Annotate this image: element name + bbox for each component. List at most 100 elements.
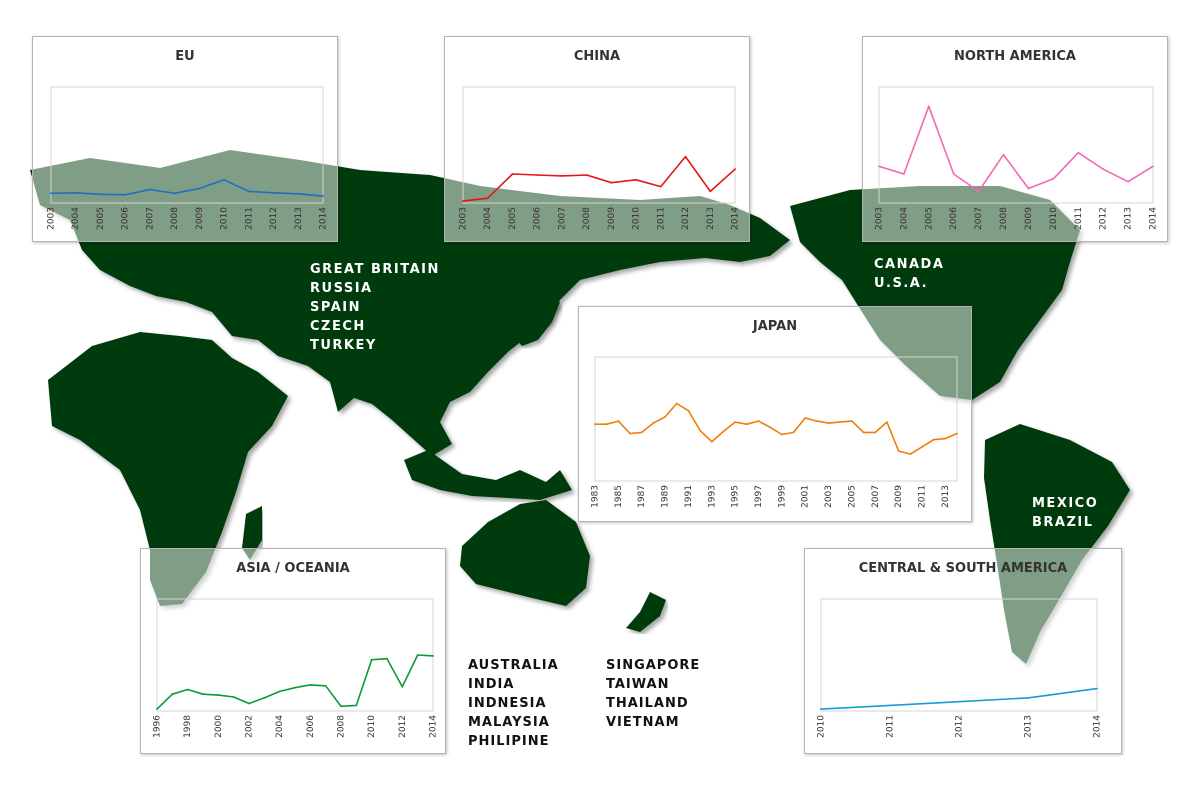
- country-label: U.S.A.: [874, 276, 929, 291]
- data-point: [734, 168, 736, 171]
- x-tick-label: 1989: [661, 485, 671, 508]
- data-point: [605, 423, 608, 426]
- north-america-chart-panel: NORTH AMERICA 2003 2004 2005 2006 2007 2008 20…: [862, 36, 1168, 242]
- data-point: [124, 193, 127, 196]
- x-tick-label: 1999: [777, 485, 787, 508]
- series-line: [878, 105, 1154, 193]
- data-point: [594, 423, 596, 426]
- data-point: [659, 185, 662, 188]
- x-tick-label: 2011: [656, 207, 666, 230]
- data-point: [757, 420, 760, 422]
- data-point: [944, 437, 947, 440]
- x-tick-label: 2002: [245, 715, 255, 738]
- data-point: [294, 686, 296, 689]
- data-point: [1077, 151, 1080, 154]
- data-point: [309, 683, 312, 686]
- x-tick-label: 2005: [847, 485, 857, 508]
- data-point: [324, 684, 327, 687]
- data-point: [217, 694, 220, 697]
- new-zealand: [626, 592, 666, 632]
- data-point: [1127, 180, 1129, 183]
- x-tick-label: 2011: [244, 207, 254, 230]
- china-chart-panel: CHINA 2003 2004 2005 2006 2007 2008 2009 2010 20…: [444, 36, 750, 242]
- southeast-asia-islands: [404, 450, 572, 500]
- data-point: [862, 431, 865, 434]
- data-point: [769, 426, 772, 429]
- data-point: [952, 173, 955, 175]
- data-point: [709, 190, 712, 193]
- x-tick-label: 2006: [533, 207, 543, 230]
- x-tick-label: 2007: [974, 207, 984, 230]
- x-tick-label: 2009: [607, 207, 617, 230]
- data-point: [232, 696, 235, 698]
- data-point: [370, 658, 373, 661]
- plot-area: [594, 356, 958, 482]
- x-tick-label: 2012: [955, 715, 965, 738]
- data-point: [322, 195, 324, 198]
- data-point: [149, 188, 151, 191]
- data-point: [278, 690, 281, 693]
- x-tick-label: 2012: [398, 715, 408, 738]
- chart-title: NORTH AMERICA: [954, 49, 1076, 64]
- x-tick-label: 1995: [731, 485, 741, 508]
- x-tick-label: 2011: [886, 715, 896, 738]
- plot-area: [156, 598, 434, 712]
- data-point: [792, 431, 795, 434]
- x-tick-label: 2007: [871, 485, 881, 508]
- x-tick-label: 2010: [1049, 207, 1059, 230]
- japan-line-chart: 1983 1985 1987 1989 1991 1993 1995 1997 1999 2001…: [591, 356, 958, 508]
- x-tick-label: 1991: [684, 485, 694, 508]
- data-point: [156, 708, 158, 711]
- europe-country-list: GREAT BRITAIN RUSSIA SPAIN CZECH TURKEY: [310, 260, 440, 355]
- series-line: [156, 654, 434, 710]
- series-line: [462, 155, 736, 202]
- australia-landmass: [460, 500, 590, 606]
- data-point: [74, 191, 77, 194]
- x-tick-label: 2007: [145, 207, 155, 230]
- data-point: [903, 173, 905, 175]
- x-tick-label: 2011: [1074, 207, 1084, 230]
- asia-oceania-line-chart: 1996 1998 2000 2002 2004 2006 2008 2010 2012 2014: [153, 598, 439, 738]
- x-tick-label: 2014: [731, 207, 741, 230]
- data-point: [416, 654, 419, 656]
- series-line: [820, 687, 1098, 710]
- x-tick-label: 2001: [801, 485, 811, 508]
- data-point: [248, 702, 250, 705]
- data-point: [1027, 187, 1030, 190]
- series-line: [595, 402, 958, 455]
- country-label: INDIA: [468, 677, 515, 692]
- country-label: CZECH: [310, 319, 366, 334]
- data-point: [511, 173, 514, 175]
- country-label: INDNESIA: [468, 696, 547, 711]
- x-tick-label: 2000: [214, 715, 224, 738]
- country-label: SPAIN: [310, 300, 361, 315]
- data-point: [1052, 177, 1055, 180]
- data-point: [585, 174, 588, 176]
- africa-landmass: [48, 332, 288, 606]
- data-point: [874, 431, 877, 434]
- x-tick-label: 2008: [999, 207, 1009, 230]
- madagascar: [242, 506, 262, 560]
- chart-title: EU: [175, 49, 195, 64]
- x-tick-label: 2012: [1099, 207, 1109, 230]
- asia-oceania-country-list-1: AUSTRALIA INDIA INDNESIA MALAYSIA PHILIP…: [468, 656, 559, 751]
- data-point: [186, 688, 189, 691]
- data-point: [202, 693, 204, 696]
- x-tick-label: 2010: [632, 207, 642, 230]
- data-point: [1096, 687, 1098, 690]
- japan-chart-panel: JAPAN 1983 1985 1987 1989 1991 1993 1995 1997 19…: [578, 306, 972, 522]
- data-point: [722, 430, 725, 433]
- x-tick-label: 2004: [275, 715, 285, 738]
- plot-area: [50, 86, 324, 204]
- data-point: [827, 422, 830, 425]
- x-tick-label: 2005: [924, 207, 934, 230]
- data-point: [977, 190, 980, 193]
- x-tick-label: 1987: [637, 485, 647, 508]
- x-tick-label: 2006: [949, 207, 959, 230]
- x-tick-label: 2012: [269, 207, 279, 230]
- central-south-america-chart-panel: CENTRAL & SOUTH AMERICA 2010 2011 2012 2013…: [804, 548, 1122, 754]
- data-point: [1102, 168, 1105, 171]
- data-point: [617, 420, 620, 422]
- x-tick-label: 2014: [429, 715, 439, 738]
- asia-oceania-chart-panel: ASIA / OCEANIA 1996 1998 2000 2002 2004 2006 2…: [140, 548, 446, 754]
